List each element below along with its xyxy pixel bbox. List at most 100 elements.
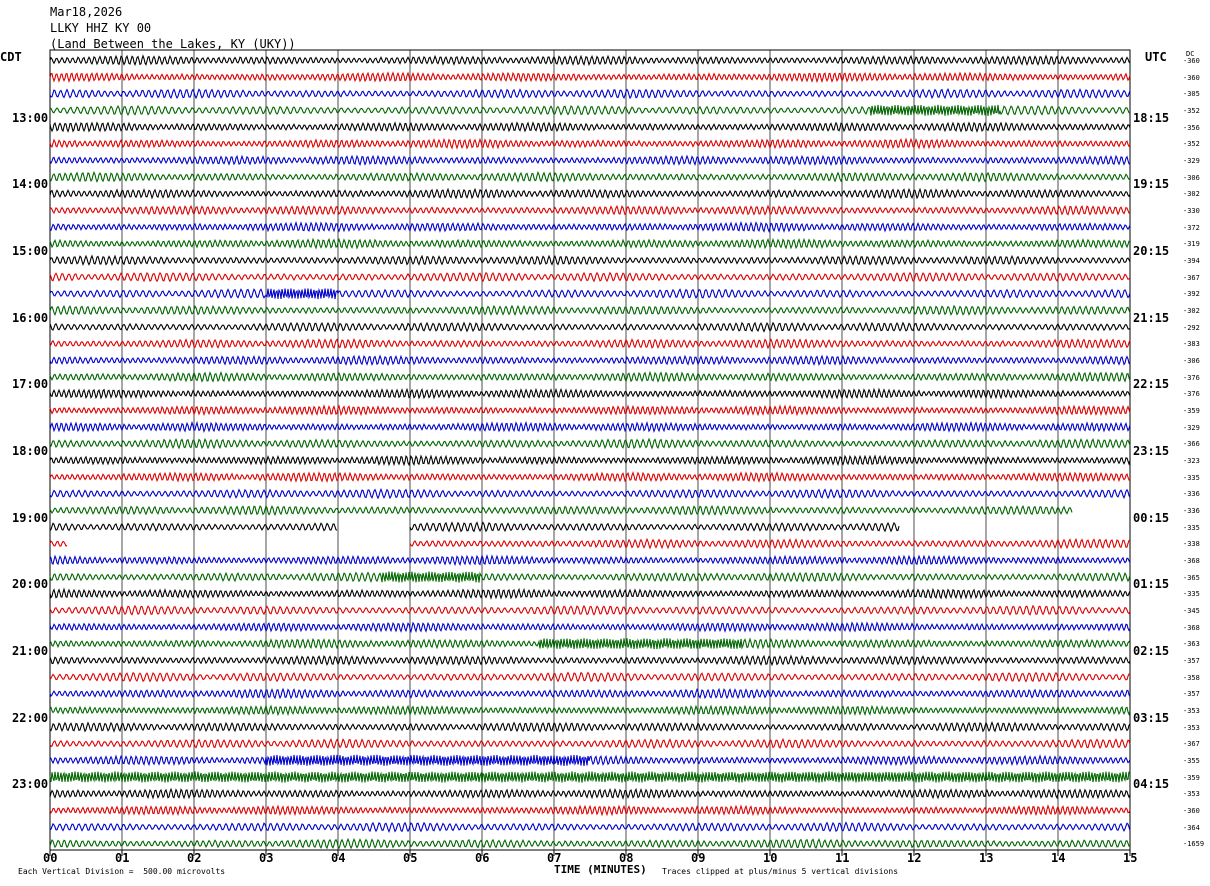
dc-value-label: -368 bbox=[1183, 623, 1200, 632]
dc-value-label: -353 bbox=[1183, 707, 1200, 715]
trace-row-9 bbox=[49, 187, 1131, 200]
left-hour-label: 20:00 bbox=[12, 577, 49, 592]
dc-value-label: -394 bbox=[1183, 257, 1200, 265]
trace-row-6 bbox=[49, 137, 1131, 150]
trace-row-36 bbox=[49, 637, 1131, 650]
dc-value-label: -353 bbox=[1183, 723, 1200, 732]
left-hour-label: 15:00 bbox=[12, 244, 49, 258]
right-hour-label: 18:15 bbox=[1133, 110, 1170, 125]
right-hour-label: 04:15 bbox=[1133, 777, 1170, 792]
dc-value-label: -306 bbox=[1183, 357, 1200, 365]
trace-row-17 bbox=[49, 321, 1131, 333]
trace-row-47 bbox=[49, 821, 1131, 833]
right-hour-label: 21:15 bbox=[1133, 310, 1170, 325]
trace-row-30 bbox=[49, 537, 1131, 550]
right-hour-label: 22:15 bbox=[1133, 377, 1170, 392]
dc-value-label: -383 bbox=[1183, 340, 1200, 349]
trace-row-32 bbox=[49, 571, 1131, 584]
dc-value-label: -302 bbox=[1183, 307, 1200, 315]
dc-value-label: -376 bbox=[1183, 390, 1200, 399]
x-tick-label: 12 bbox=[907, 851, 922, 865]
dc-value-label: -319 bbox=[1183, 240, 1200, 249]
trace-row-46 bbox=[49, 804, 1131, 817]
x-tick-label: 10 bbox=[763, 851, 778, 865]
x-tick-label: 14 bbox=[1051, 851, 1066, 865]
x-tick-label: 09 bbox=[691, 851, 706, 865]
trace-row-48 bbox=[49, 837, 1131, 850]
dc-value-label: -306 bbox=[1183, 173, 1200, 182]
right-hour-label: 00:15 bbox=[1133, 510, 1170, 525]
dc-value-label: -352 bbox=[1183, 107, 1200, 115]
dc-value-label: -338 bbox=[1183, 540, 1200, 549]
trace-row-24 bbox=[49, 437, 1131, 450]
trace-row-3 bbox=[49, 88, 1131, 100]
trace-row-45 bbox=[49, 787, 1131, 800]
x-tick-label: 15 bbox=[1123, 851, 1138, 865]
right-hour-label: 19:15 bbox=[1133, 177, 1170, 192]
left-hour-label: 19:00 bbox=[12, 510, 49, 525]
dc-value-label: -376 bbox=[1183, 373, 1200, 382]
dc-value-label: -335 bbox=[1183, 473, 1200, 482]
trace-row-8 bbox=[49, 171, 1131, 183]
station-label: LLKY HHZ KY 00 bbox=[50, 21, 152, 35]
trace-row-26 bbox=[49, 471, 1131, 484]
dc-value-label: -359 bbox=[1183, 407, 1200, 415]
plot-frame bbox=[49, 49, 1131, 851]
trace-row-22 bbox=[49, 404, 1131, 417]
left-hour-label: 18:00 bbox=[12, 444, 49, 458]
dc-value-label: -355 bbox=[1183, 757, 1200, 765]
x-axis-title: TIME (MINUTES) bbox=[554, 863, 647, 876]
trace-row-20 bbox=[49, 370, 1131, 383]
right-hour-label: 02:15 bbox=[1133, 644, 1170, 658]
trace-row-14 bbox=[49, 271, 1131, 283]
dc-value-label: -360 bbox=[1183, 73, 1200, 82]
dc-value-label: -360 bbox=[1183, 57, 1200, 65]
clip-note: Traces clipped at plus/minus 5 vertical … bbox=[662, 867, 899, 876]
dc-value-label: -359 bbox=[1183, 773, 1200, 782]
trace-row-16 bbox=[49, 304, 1131, 317]
trace-row-21 bbox=[49, 387, 1131, 400]
trace-row-27 bbox=[49, 487, 1131, 500]
dc-value-label: -366 bbox=[1183, 440, 1200, 449]
trace-row-33 bbox=[49, 587, 1131, 600]
dc-value-label: -1659 bbox=[1183, 840, 1205, 849]
x-tick-label: 03 bbox=[259, 851, 274, 865]
dc-value-label: -392 bbox=[1183, 290, 1200, 299]
trace-row-2 bbox=[49, 71, 1131, 84]
right-timezone-label: UTC bbox=[1145, 50, 1167, 64]
trace-row-10 bbox=[49, 204, 1131, 216]
dc-value-label: -345 bbox=[1183, 607, 1200, 615]
trace-row-5 bbox=[49, 121, 1131, 133]
dc-value-label: -363 bbox=[1183, 640, 1200, 649]
dc-value-label: -353 bbox=[1183, 790, 1200, 799]
trace-row-13 bbox=[49, 254, 1131, 267]
trace-row-31 bbox=[49, 554, 1131, 567]
right-hour-label: 01:15 bbox=[1133, 577, 1170, 592]
dc-value-label: -329 bbox=[1183, 423, 1200, 432]
dc-value-label: -365 bbox=[1183, 573, 1200, 582]
dc-value-label: -336 bbox=[1183, 490, 1200, 499]
dc-value-label: -368 bbox=[1183, 557, 1200, 565]
dc-value-label: -352 bbox=[1183, 140, 1200, 149]
left-timezone-label: CDT bbox=[0, 50, 22, 64]
trace-row-28 bbox=[50, 506, 1130, 515]
dc-value-label: -357 bbox=[1183, 657, 1200, 665]
trace-row-34 bbox=[49, 604, 1131, 616]
dc-header-label: DC bbox=[1186, 50, 1195, 58]
x-tick-label: 07 bbox=[547, 851, 562, 865]
x-tick-label: 11 bbox=[835, 851, 850, 865]
dc-value-label: -358 bbox=[1183, 673, 1200, 682]
x-tick-label: 13 bbox=[979, 851, 994, 865]
dc-value-label: -360 bbox=[1183, 807, 1200, 815]
trace-row-43 bbox=[49, 754, 1131, 767]
left-hour-label: 22:00 bbox=[12, 710, 49, 725]
dc-value-label: -292 bbox=[1183, 323, 1200, 332]
trace-row-39 bbox=[49, 687, 1131, 700]
dc-value-label: -335 bbox=[1183, 590, 1200, 599]
trace-row-25 bbox=[49, 454, 1131, 467]
date-label: Mar18,2026 bbox=[50, 5, 123, 19]
x-tick-label: 05 bbox=[403, 851, 418, 865]
dc-value-label: -367 bbox=[1183, 740, 1200, 749]
trace-row-18 bbox=[49, 337, 1131, 350]
trace-row-37 bbox=[49, 654, 1131, 667]
